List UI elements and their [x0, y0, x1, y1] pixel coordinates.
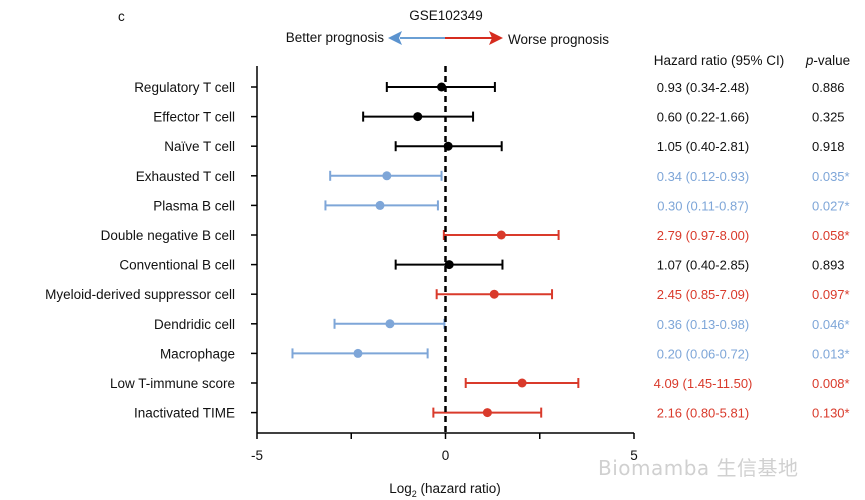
hr-point [517, 378, 527, 388]
p-value: 0.008* [812, 376, 850, 391]
chart-title: GSE102349 [409, 8, 483, 23]
forest-row: Myeloid-derived suppressor cell 2.45 (0.8… [45, 287, 849, 302]
hr-ci-value: 2.16 (0.80-5.81) [657, 406, 750, 421]
panel-label: c [118, 9, 125, 24]
hr-ci-value: 0.20 (0.06-0.72) [657, 346, 750, 361]
hr-point [353, 348, 363, 358]
forest-row: Effector T cell 0.60 (0.22-1.66) 0.325 [153, 110, 844, 125]
p-value: 0.325 [812, 110, 845, 125]
x-tick-label: -5 [251, 448, 263, 463]
row-label: Myeloid-derived suppressor cell [45, 287, 235, 302]
forest-row: Conventional B cell 1.07 (0.40-2.85) 0.893 [119, 258, 844, 273]
row-label: Conventional B cell [119, 258, 235, 273]
direction-arrow [388, 31, 503, 45]
hr-point [375, 200, 385, 210]
forest-row: Macrophage 0.20 (0.06-0.72) 0.013* [160, 346, 850, 361]
hr-ci-value: 0.60 (0.22-1.66) [657, 110, 750, 125]
hr-point [382, 171, 392, 181]
hr-point [444, 260, 454, 270]
hr-point [496, 230, 506, 240]
p-value: 0.013* [812, 346, 850, 361]
hr-ci-value: 0.93 (0.34-2.48) [657, 80, 750, 95]
p-value: 0.027* [812, 198, 850, 213]
p-value: 0.130* [812, 406, 850, 421]
hr-point [489, 289, 499, 299]
x-label-main: Log [389, 481, 412, 496]
row-label: Plasma B cell [153, 198, 235, 213]
p-value-column-header: p-value [805, 53, 850, 68]
forest-row: Naïve T cell 1.05 (0.40-2.81) 0.918 [164, 139, 844, 154]
row-label: Double negative B cell [101, 228, 235, 243]
p-rest: -value [813, 53, 850, 68]
hr-ci-value: 2.45 (0.85-7.09) [657, 287, 750, 302]
hr-ci-value: 1.07 (0.40-2.85) [657, 258, 750, 273]
p-value: 0.918 [812, 139, 845, 154]
row-label: Dendridic cell [154, 317, 235, 332]
hr-point [413, 112, 423, 122]
row-label: Naïve T cell [164, 139, 235, 154]
p-value: 0.058* [812, 228, 850, 243]
hr-column-header: Hazard ratio (95% CI) [654, 53, 785, 68]
better-arrow-head [388, 31, 402, 45]
hr-ci-value: 0.34 (0.12-0.93) [657, 169, 750, 184]
row-label: Macrophage [160, 346, 235, 361]
x-label-rest: (hazard ratio) [417, 481, 501, 496]
rows-layer: Regulatory T cell 0.93 (0.34-2.48) 0.886 Ef… [45, 80, 849, 421]
hr-point [437, 82, 447, 92]
x-tick-label: 0 [442, 448, 450, 463]
p-value: 0.046* [812, 317, 850, 332]
better-prognosis-label: Better prognosis [286, 30, 385, 45]
p-value: 0.886 [812, 80, 845, 95]
forest-row: Regulatory T cell 0.93 (0.34-2.48) 0.886 [134, 80, 844, 95]
p-italic: p [805, 53, 814, 68]
forest-row: Double negative B cell 2.79 (0.97-8.00) 0.… [101, 228, 850, 243]
x-label-sub: 2 [412, 489, 417, 499]
x-tick-label: 5 [630, 448, 638, 463]
forest-row: Dendridic cell 0.36 (0.13-0.98) 0.046* [154, 317, 850, 332]
hr-point [385, 319, 395, 329]
watermark: Biomamba 生信基地 [598, 456, 799, 480]
forest-row: Exhausted T cell 0.34 (0.12-0.93) 0.035* [136, 169, 850, 184]
hr-ci-value: 0.30 (0.11-0.87) [657, 198, 749, 213]
row-label: Inactivated TIME [134, 406, 235, 421]
forest-row: Plasma B cell 0.30 (0.11-0.87) 0.027* [153, 198, 849, 213]
hr-ci-value: 0.36 (0.13-0.98) [657, 317, 750, 332]
p-value: 0.893 [812, 258, 845, 273]
hr-point [482, 408, 492, 418]
row-label: Regulatory T cell [134, 80, 235, 95]
p-value: 0.035* [812, 169, 850, 184]
forest-row: Inactivated TIME 2.16 (0.80-5.81) 0.130* [134, 406, 850, 421]
x-ticks: -5 0 5 [251, 433, 638, 463]
row-label: Low T-immune score [110, 376, 235, 391]
hr-ci-value: 2.79 (0.97-8.00) [657, 228, 750, 243]
worse-prognosis-label: Worse prognosis [508, 32, 609, 47]
row-label: Exhausted T cell [136, 169, 235, 184]
worse-arrow-head [489, 31, 503, 45]
hr-ci-value: 4.09 (1.45-11.50) [654, 376, 753, 391]
row-label: Effector T cell [153, 110, 235, 125]
p-value: 0.097* [812, 287, 850, 302]
forest-row: Low T-immune score 4.09 (1.45-11.50) 0.008… [110, 376, 850, 391]
x-axis-label: Log2 (hazard ratio) [389, 481, 501, 499]
hr-ci-value: 1.05 (0.40-2.81) [657, 139, 750, 154]
